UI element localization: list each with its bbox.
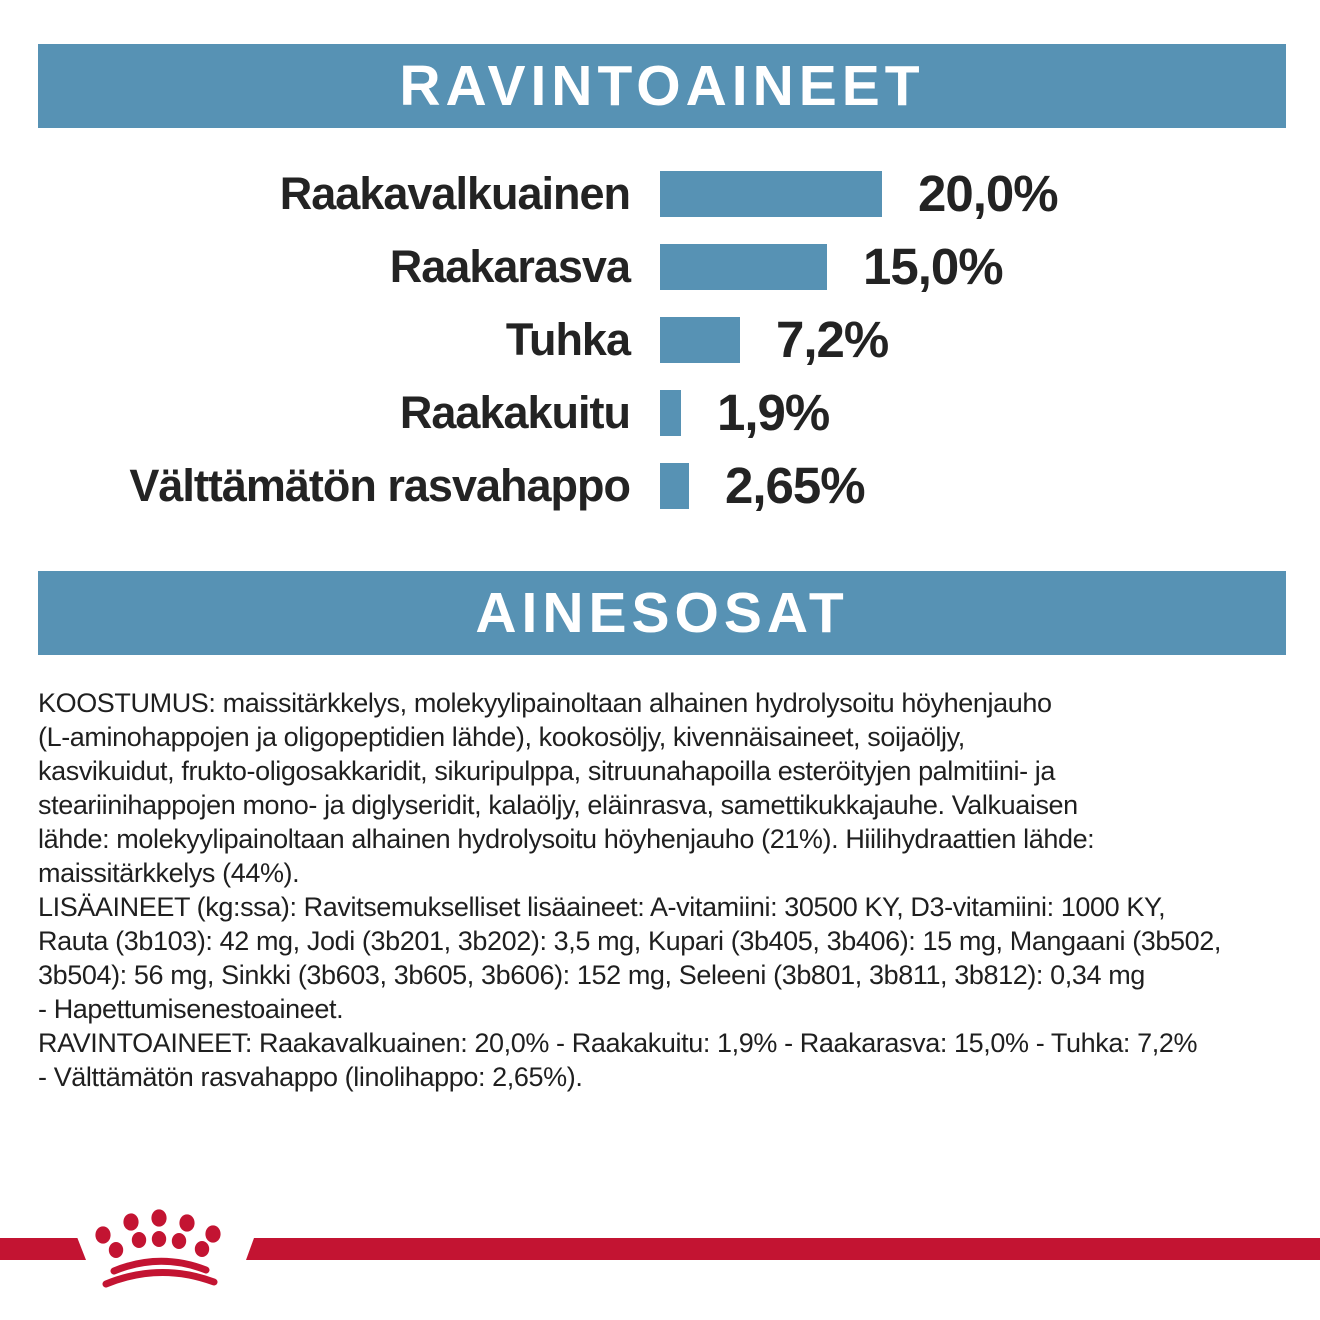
chart-bar [660,170,882,217]
royal-canin-crown-icon [95,1209,221,1288]
additives-line: Rauta (3b103): 42 mg, Jodi (3b201, 3b202… [38,926,1221,956]
section-header-nutrients-label: RAVINTOAINEET [399,54,925,118]
chart-row: Välttämätön rasvahappo 2,65% [0,449,1320,522]
nutrients-summary-line: - Välttämätön rasvahappo (linolihappo: 2… [38,1062,583,1092]
section-header-ingredients-label: AINESOSAT [475,581,849,645]
chart-row: Tuhka 7,2% [0,303,1320,376]
brand-divider-line-left [0,1238,86,1260]
chart-bar [660,243,827,290]
chart-row: Raakavalkuainen 20,0% [0,157,1320,230]
ingredients-text-block: KOOSTUMUS: maissitärkkelys, molekyylipai… [38,686,1294,1094]
composition-line: kasvikuidut, frukto-oligosakkaridit, sik… [38,756,1056,786]
composition-line: maissitärkkelys (44%). [38,858,300,888]
chart-bar [660,389,681,436]
chart-row: Raakakuitu 1,9% [0,376,1320,449]
chart-value: 1,9% [717,384,830,441]
composition-line: steariinihappojen mono- ja diglyseridit,… [38,790,1078,820]
chart-value: 15,0% [863,238,1004,295]
additives-line: LISÄAINEET (kg:ssa): Ravitsemukselliset … [38,892,1166,922]
composition-line: (L-aminohappojen ja oligopeptidien lähde… [38,722,965,752]
nutrients-summary-line: RAVINTOAINEET: Raakavalkuainen: 20,0% - … [38,1028,1198,1058]
chart-label: Raakavalkuainen [279,167,631,219]
composition-line: KOOSTUMUS: maissitärkkelys, molekyylipai… [38,688,1052,718]
additives-line: 3b504): 56 mg, Sinkki (3b603, 3b605, 3b6… [38,960,1145,990]
chart-bar [660,316,740,363]
additives-line: - Hapettumisenestoaineet. [38,994,344,1024]
chart-label: Raakakuitu [399,386,631,438]
section-header-nutrients: RAVINTOAINEET [38,44,1286,128]
chart-value: 7,2% [776,311,889,368]
brand-divider-line-right [246,1238,1320,1260]
chart-label: Tuhka [505,313,631,365]
chart-row: Raakarasva 15,0% [0,230,1320,303]
composition-line: lähde: molekyylipainoltaan alhainen hydr… [38,824,1095,854]
chart-label: Raakarasva [389,240,631,292]
chart-value: 2,65% [725,457,866,514]
chart-label: Välttämätön rasvahappo [129,459,631,511]
nutrients-bar-chart: Raakavalkuainen 20,0% Raakarasva 15,0% T… [0,157,1320,522]
section-header-ingredients: AINESOSAT [38,571,1286,655]
chart-value: 20,0% [918,165,1059,222]
chart-bar [660,462,689,509]
